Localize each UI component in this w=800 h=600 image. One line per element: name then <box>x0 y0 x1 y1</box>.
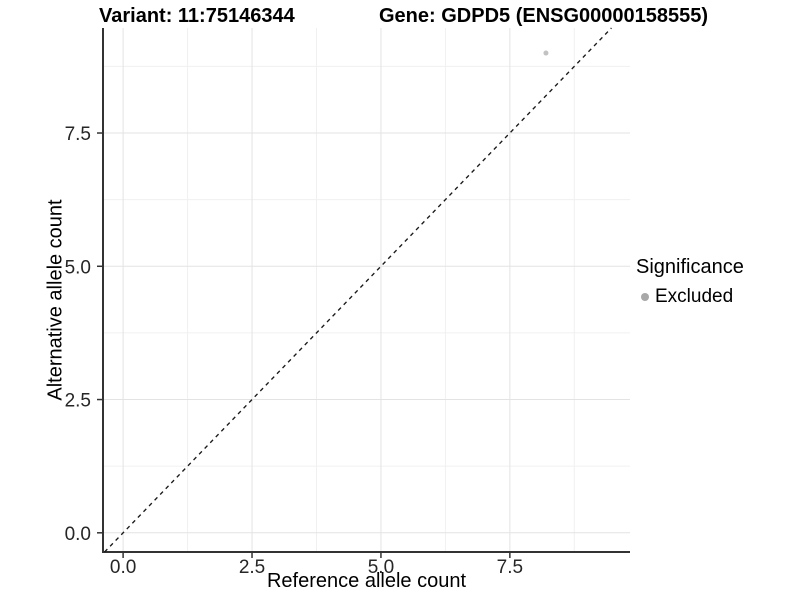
legend: Significance Excluded <box>636 256 744 308</box>
x-tick-label: 0.0 <box>110 557 136 578</box>
x-axis-title: Reference allele count <box>266 570 466 592</box>
gene-title: Gene: GDPD5 (ENSG00000158555) <box>379 5 709 27</box>
x-tick-label: 5.0 <box>368 557 394 578</box>
y-tick-label: 2.5 <box>65 391 91 412</box>
y-tick-label: 7.5 <box>65 124 91 145</box>
x-tick-label: 2.5 <box>239 557 265 578</box>
y-tick-label: 0.0 <box>65 524 91 545</box>
x-tick-label: 7.5 <box>497 557 523 578</box>
data-point <box>543 50 549 56</box>
variant-title: Variant: 11:75146344 <box>99 5 295 27</box>
identity-reference-line <box>104 27 612 553</box>
legend-title: Significance <box>636 256 744 278</box>
y-axis-title: Alternative allele count <box>44 199 67 401</box>
y-tick-label: 5.0 <box>65 257 91 278</box>
legend-entry-excluded: Excluded <box>636 286 744 308</box>
legend-point-icon <box>641 293 649 301</box>
legend-entry-label: Excluded <box>655 286 734 307</box>
